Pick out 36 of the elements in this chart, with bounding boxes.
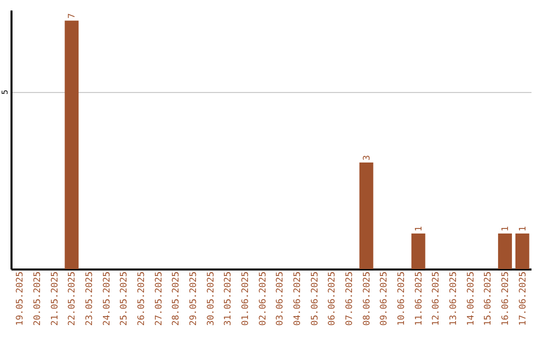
x-tick-label: 14.06.2025 (466, 272, 476, 326)
x-tick-label: 11.06.2025 (414, 272, 424, 326)
x-tick-label: 20.05.2025 (33, 272, 43, 326)
x-tick-label: 30.05.2025 (206, 272, 216, 326)
x-tick-label: 13.06.2025 (449, 272, 459, 326)
data-label: 1 (518, 226, 528, 232)
x-tick-label: 05.06.2025 (310, 272, 320, 326)
x-tick-label: 12.06.2025 (432, 272, 442, 326)
x-tick-label: 29.05.2025 (189, 272, 199, 326)
data-label: 7 (68, 13, 78, 19)
data-label: 3 (362, 155, 372, 161)
x-tick-label: 07.06.2025 (345, 272, 355, 326)
x-tick-label: 22.05.2025 (68, 272, 78, 326)
x-tick-label: 06.06.2025 (328, 272, 338, 326)
x-tick-label: 27.05.2025 (154, 272, 164, 326)
x-tick-label: 23.05.2025 (85, 272, 95, 326)
x-tick-label: 16.06.2025 (501, 272, 511, 326)
x-tick-label: 03.06.2025 (276, 272, 286, 326)
x-tick-label: 15.06.2025 (484, 272, 494, 326)
data-label: 1 (414, 226, 424, 232)
x-tick-label: 08.06.2025 (362, 272, 372, 326)
x-tick-label: 02.06.2025 (258, 272, 268, 326)
x-tick-label: 17.06.2025 (518, 272, 528, 326)
x-tick-label: 09.06.2025 (380, 272, 390, 326)
x-tick-label: 31.05.2025 (224, 272, 234, 326)
y-tick-label: 5 (0, 90, 10, 95)
x-tick-label: 21.05.2025 (50, 272, 60, 326)
x-tick-label: 01.06.2025 (241, 272, 251, 326)
x-tick-label: 28.05.2025 (172, 272, 182, 326)
x-tick-label: 26.05.2025 (137, 272, 147, 326)
x-tick-label: 10.06.2025 (397, 272, 407, 326)
x-tick-label: 19.05.2025 (16, 272, 26, 326)
x-tick-label: 04.06.2025 (293, 272, 303, 326)
data-label: 1 (501, 226, 511, 232)
x-tick-label: 24.05.2025 (102, 272, 112, 326)
x-tick-label: 25.05.2025 (120, 272, 130, 326)
